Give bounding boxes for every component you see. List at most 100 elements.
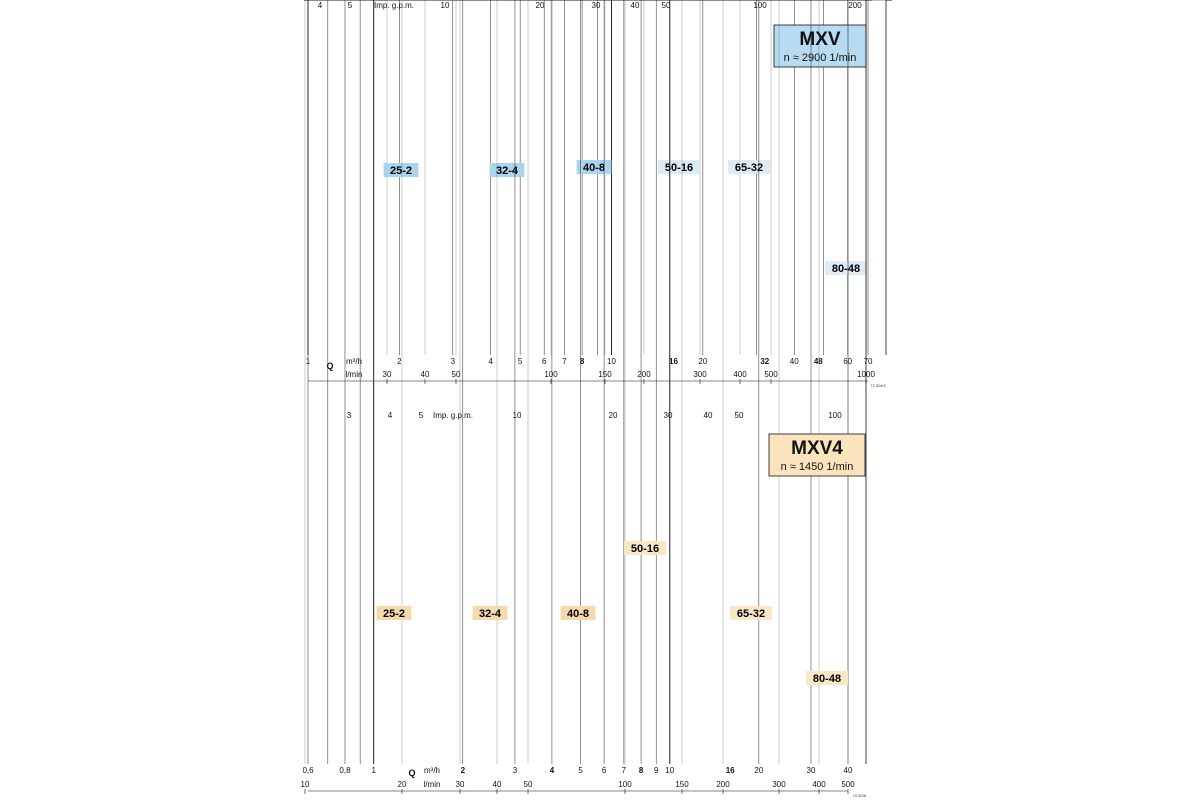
bottom-tick-label: 3 bbox=[451, 357, 456, 366]
series-label-80-48: 80-48 bbox=[813, 673, 841, 685]
grid bbox=[307, 0, 869, 355]
series-label-50-16: 50-16 bbox=[665, 162, 693, 174]
bottom-tick-label: 32 bbox=[760, 357, 769, 366]
top-tick-label: 10 bbox=[513, 411, 522, 420]
right-tick-label: 60 bbox=[876, 0, 885, 2]
right-tick-label: 200 bbox=[876, 0, 890, 2]
lmin-tick-label: 100 bbox=[544, 370, 558, 379]
bottom-tick-label: 30 bbox=[807, 766, 816, 775]
top-tick-label: 5 bbox=[348, 1, 353, 10]
x-axis-unit-secondary: l/min bbox=[346, 370, 363, 379]
grid bbox=[304, 0, 849, 764]
left-tick-label: 50 bbox=[293, 0, 302, 2]
bottom-tick-label: 20 bbox=[698, 357, 707, 366]
bottom-tick-label: 10 bbox=[665, 766, 674, 775]
series-label-bg bbox=[472, 606, 508, 620]
series-label-65-32: 65-32 bbox=[737, 608, 765, 620]
series-label-40-8: 40-8 bbox=[583, 162, 605, 174]
top-tick-label: 10 bbox=[441, 1, 450, 10]
left-tick-label: 150 bbox=[289, 0, 303, 2]
bottom-tick-label: 40 bbox=[844, 766, 853, 775]
top-tick-label: 30 bbox=[664, 411, 673, 420]
series-label-50-16: 50-16 bbox=[631, 543, 659, 555]
bottom-tick-label: 40 bbox=[790, 357, 799, 366]
x-axis-unit-primary: m³/h bbox=[424, 766, 440, 775]
right-tick-label: 100 bbox=[896, 0, 910, 2]
series-label-bg bbox=[560, 606, 596, 620]
top-tick-label: 50 bbox=[662, 1, 671, 10]
series-label-bg bbox=[806, 671, 848, 685]
bottom-tick-label: 16 bbox=[669, 357, 678, 366]
bottom-tick-label: 0,6 bbox=[302, 766, 314, 775]
top-tick-label: 20 bbox=[609, 411, 618, 420]
left-tick-label: 40 bbox=[293, 0, 302, 2]
left-axis-unit: m bbox=[293, 0, 300, 2]
lmin-tick-label: 30 bbox=[383, 370, 392, 379]
right-tick-label: 80 bbox=[876, 0, 885, 2]
lmin-tick-label: 400 bbox=[812, 780, 826, 789]
bottom-tick-label: 9 bbox=[654, 766, 659, 775]
title-box bbox=[773, 24, 867, 68]
right-axis-label: H bbox=[881, 0, 888, 2]
bottom-tick-label: 7 bbox=[622, 766, 627, 775]
chart-title: MXV4 bbox=[791, 438, 843, 459]
lmin-tick-label: 50 bbox=[524, 780, 533, 789]
right-tick-label: 0 bbox=[876, 0, 881, 2]
top-axis-unit: Imp. g.p.m. bbox=[374, 1, 414, 10]
bottom-tick-label: 5 bbox=[518, 357, 523, 366]
x-axis-label: Q bbox=[408, 768, 415, 778]
series-label-bg bbox=[658, 160, 700, 174]
right-axis-label: H bbox=[901, 0, 908, 2]
lmin-tick-label: 50 bbox=[452, 370, 461, 379]
lmin-tick-label: 200 bbox=[637, 370, 651, 379]
chart-subtitle: n ≈ 1450 1/min bbox=[781, 461, 854, 473]
series-label-bg bbox=[576, 160, 612, 174]
series-label-65-32: 65-32 bbox=[735, 162, 763, 174]
top-tick-label: 3 bbox=[347, 411, 352, 420]
lmin-tick-label: 500 bbox=[764, 370, 778, 379]
right-tick-label: 100 bbox=[876, 0, 890, 2]
bottom-tick-label: 16 bbox=[726, 766, 735, 775]
series-label-bg bbox=[728, 160, 770, 174]
lmin-tick-label: 40 bbox=[493, 780, 502, 789]
lmin-tick-label: 400 bbox=[733, 370, 747, 379]
bottom-tick-label: 7 bbox=[562, 357, 567, 366]
right-axis-unit: ft bbox=[882, 0, 887, 2]
lmin-tick-label: 300 bbox=[693, 370, 707, 379]
top-tick-label: 20 bbox=[536, 1, 545, 10]
bottom-tick-label: 6 bbox=[602, 766, 607, 775]
chart-panel-1: 25-2 32-4 40-8 50-16 65-32 80-48 MXV n ≈ 2900 1… bbox=[289, 0, 910, 388]
series-label-80-48: 80-48 bbox=[832, 263, 860, 275]
right-tick-label: 600 bbox=[896, 0, 910, 2]
bottom-tick-label: 8 bbox=[639, 766, 644, 775]
top-tick-label: 40 bbox=[631, 1, 640, 10]
bottom-tick-label: 5 bbox=[578, 766, 583, 775]
bottom-tick-label: 1 bbox=[371, 766, 376, 775]
left-axis-unit: m bbox=[293, 0, 300, 2]
right-tick-label: 700 bbox=[896, 0, 910, 2]
left-tick-label: 10 bbox=[293, 0, 302, 2]
series-label-bg bbox=[376, 606, 412, 620]
series-label-bg bbox=[624, 541, 666, 555]
lmin-tick-label: 500 bbox=[841, 780, 855, 789]
left-tick-label: 200 bbox=[289, 0, 303, 2]
series-label-40-8: 40-8 bbox=[567, 608, 589, 620]
top-tick-label: 40 bbox=[704, 411, 713, 420]
series-label-bg bbox=[730, 606, 772, 620]
top-tick-label: 200 bbox=[848, 1, 862, 10]
left-axis-label: H bbox=[293, 0, 300, 2]
top-tick-label: 100 bbox=[753, 1, 767, 10]
lmin-tick-label: 40 bbox=[421, 370, 430, 379]
x-axis-unit-secondary: l/min bbox=[424, 780, 441, 789]
series-label-25-2: 25-2 bbox=[390, 165, 412, 177]
lmin-tick-label: 150 bbox=[598, 370, 612, 379]
lmin-tick-label: 100 bbox=[618, 780, 632, 789]
x-axis-unit-primary: m³/h bbox=[346, 357, 362, 366]
lmin-tick-label: 30 bbox=[456, 780, 465, 789]
lmin-tick-label: 200 bbox=[716, 780, 730, 789]
left-tick-label: 64 bbox=[293, 0, 302, 2]
bottom-tick-label: 3 bbox=[513, 766, 518, 775]
right-tick-label: 180 bbox=[876, 0, 890, 2]
